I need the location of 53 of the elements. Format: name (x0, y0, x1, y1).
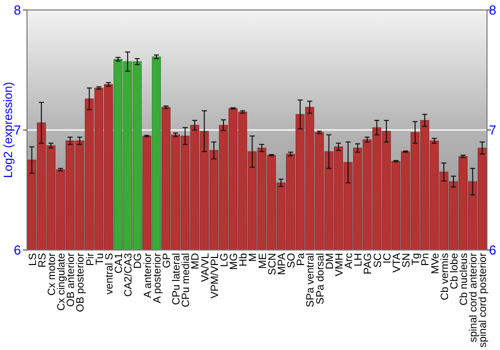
y-tick-label: 8 (14, 2, 21, 18)
x-tick-label: MPA (276, 253, 288, 275)
x-tick-label: ventral S (103, 253, 116, 294)
x-tick-label: VA/VL (199, 252, 212, 282)
y2-tick-label: 8 (489, 2, 496, 18)
x-tick-label: Pir (84, 252, 96, 266)
x-tick-label: SPa dorsal (314, 253, 326, 304)
x-tick-label: VTA (390, 253, 403, 273)
x-tick-label: OB posterior (74, 252, 87, 312)
x-tick-label: A posterior (151, 252, 164, 304)
x-tick-label: MD (190, 252, 202, 270)
x-tick-label: A anterior (142, 252, 154, 298)
x-tick-label: CA1 (113, 252, 126, 274)
x-tick-label: VMH (333, 253, 346, 276)
x-tick-label: ME (256, 253, 269, 269)
x-tick-label: OB anterior (65, 252, 78, 307)
x-tick-label: M (247, 253, 260, 262)
x-tick-label: SCN (266, 253, 278, 276)
y2-tick-label: 7 (489, 122, 496, 138)
x-tick-label: spinal cord anterior (468, 252, 480, 342)
x-tick-label: Tu (94, 252, 106, 265)
x-tick-label: CPu medial (180, 253, 192, 308)
y-axis-title: Log2 (expression) (1, 82, 15, 178)
x-tick-label: Cb lobe (448, 252, 460, 290)
x-tick-label: GP (160, 253, 173, 268)
x-tick-label: SN (400, 253, 413, 268)
x-tick-label: LH (352, 253, 365, 266)
x-tick-label: SPa ventral (304, 253, 317, 308)
x-tick-label: Pa (295, 252, 308, 266)
x-tick-label: Arc (343, 253, 356, 269)
y-tick-label: 7 (14, 122, 21, 138)
x-tick-label: Cx cingulate (56, 252, 68, 311)
x-tick-label: Tg (410, 252, 422, 266)
x-tick-label: DG (132, 253, 144, 269)
x-tick-label: Cb nucleus (458, 253, 470, 306)
x-tick-label: SC (372, 252, 384, 268)
x-tick-label: Hb (238, 252, 250, 266)
x-tick-label: IC (381, 252, 394, 264)
x-tick-label: PAG (362, 253, 374, 274)
x-tick-label: LS (26, 253, 39, 266)
x-tick-label: Cx motor (46, 252, 58, 296)
x-tick-label: MVe (429, 252, 442, 274)
x-tick-label: CA2/CA3 (122, 252, 135, 297)
x-tick-label: LG (218, 253, 230, 268)
x-tick-label: spinal cord posterior (477, 252, 490, 348)
x-tick-label: RS (36, 253, 48, 268)
y2-tick-label: 6 (489, 242, 496, 258)
y-tick-label: 6 (14, 242, 21, 258)
x-tick-label: SO (286, 253, 298, 268)
x-tick-label: Pn (420, 252, 432, 266)
x-tick-label: VPM/VPL (208, 252, 221, 299)
x-tick-label: DM (324, 253, 336, 270)
x-tick-label: Cb vermis (438, 253, 451, 300)
